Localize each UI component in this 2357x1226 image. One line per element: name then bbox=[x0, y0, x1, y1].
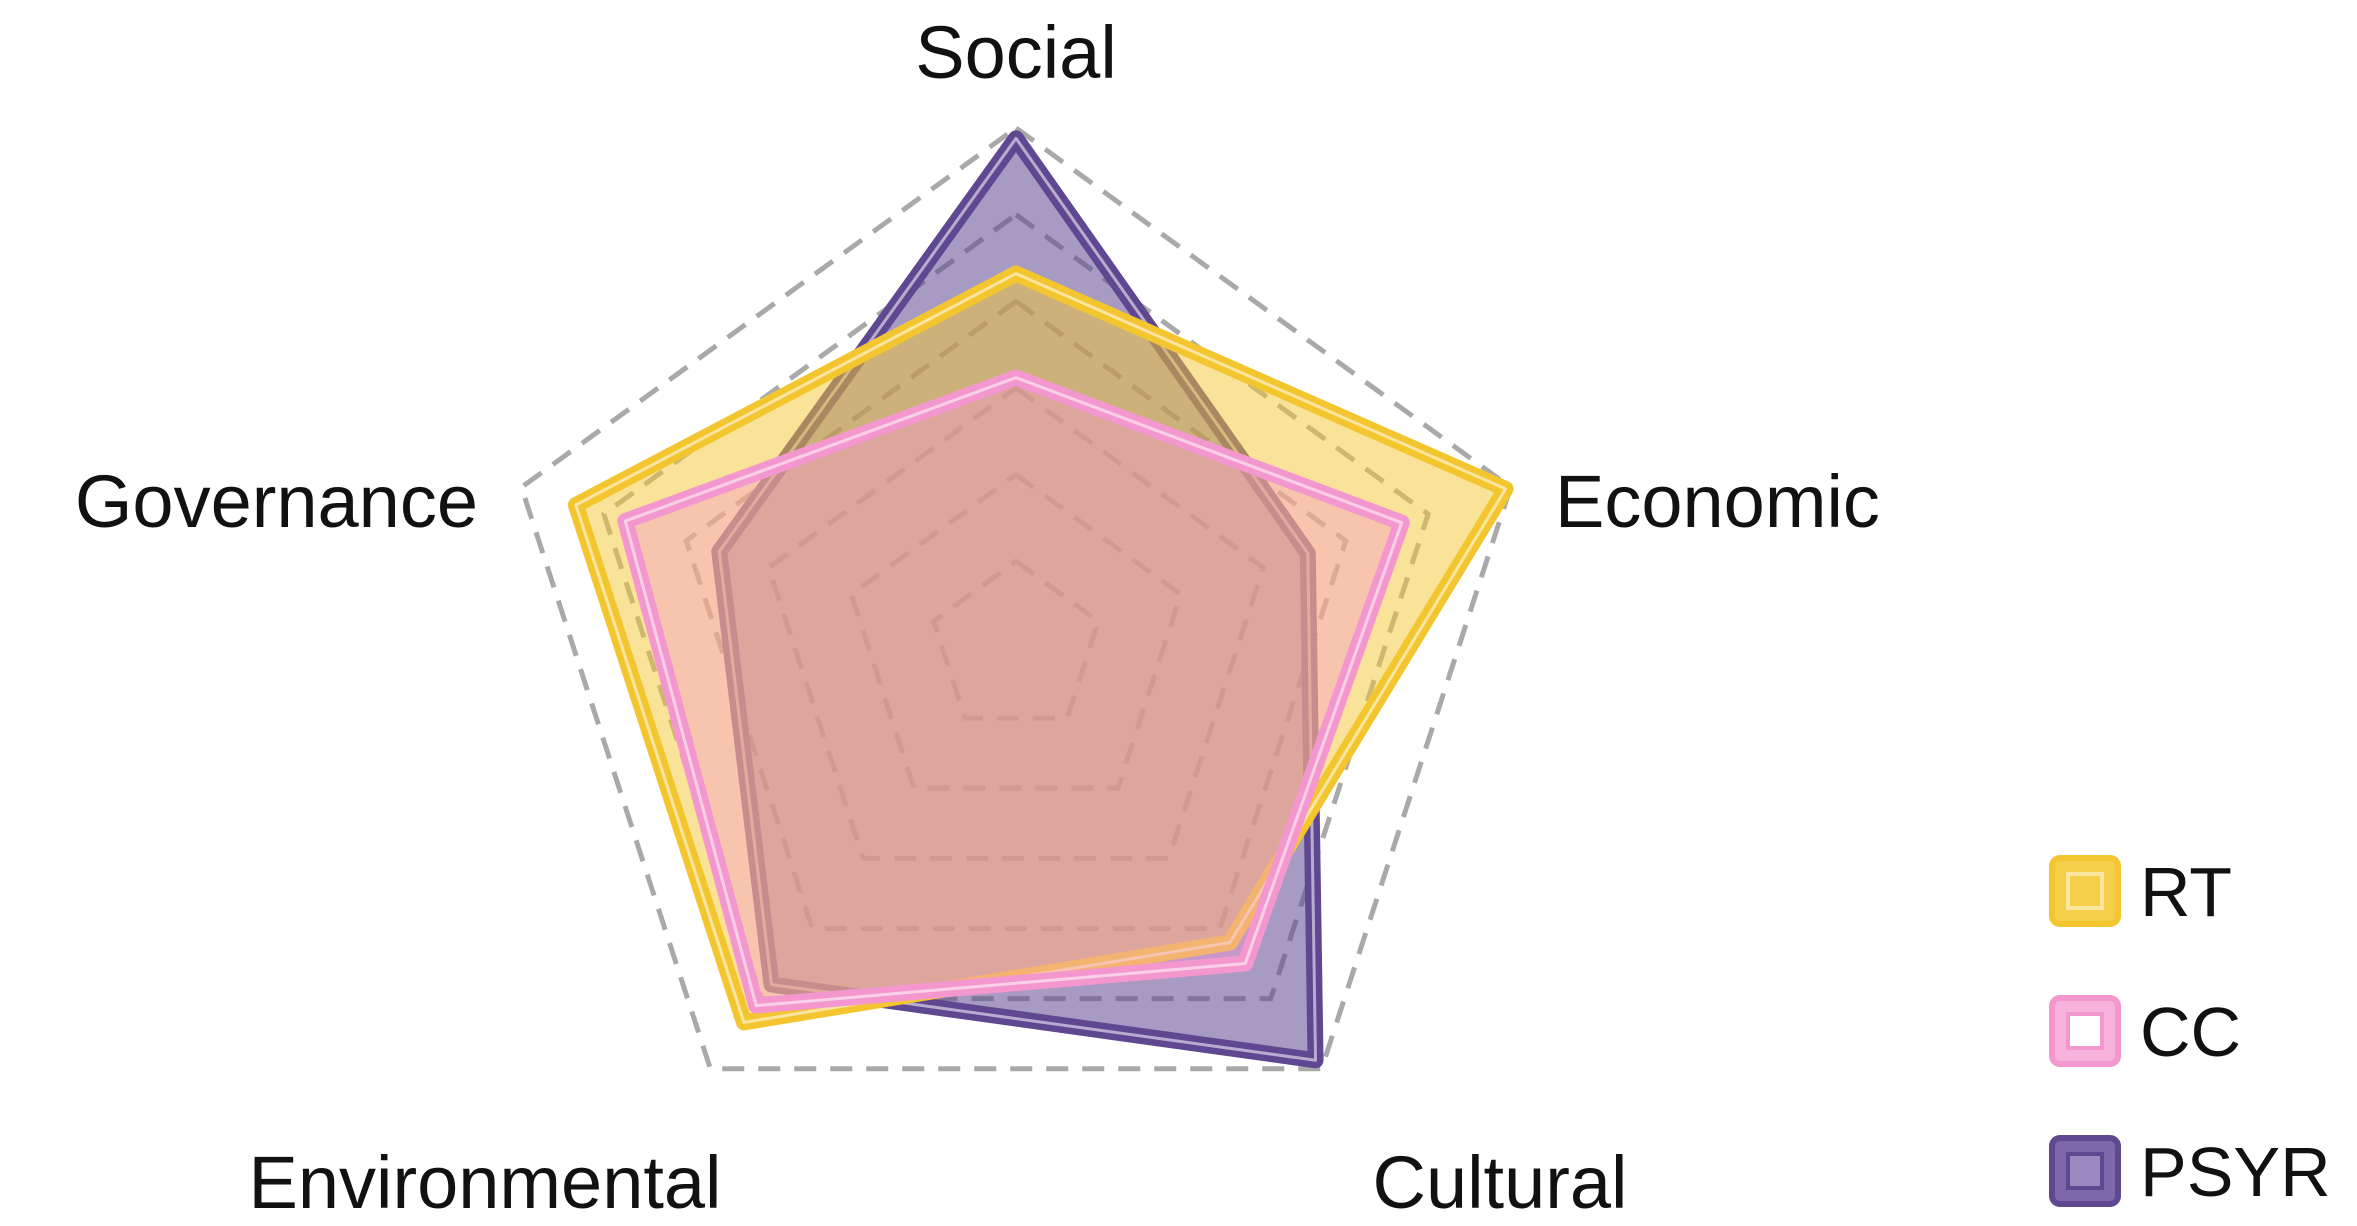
legend-label-cc: CC bbox=[2140, 993, 2241, 1071]
legend-swatch-cc-inner bbox=[2066, 1012, 2104, 1050]
series-cc-inner-line bbox=[623, 376, 1404, 1008]
legend: RT CC PSYR bbox=[2049, 853, 2331, 1211]
legend-swatch-rt-inner bbox=[2066, 872, 2104, 910]
axis-label-cultural: Cultural bbox=[1373, 1141, 1628, 1224]
radar-series bbox=[567, 130, 1514, 1069]
axis-label-economic: Economic bbox=[1555, 460, 1880, 543]
legend-item-rt: RT bbox=[2049, 853, 2232, 931]
legend-item-cc: CC bbox=[2049, 993, 2241, 1071]
legend-label-psyr: PSYR bbox=[2140, 1133, 2331, 1211]
axis-label-environmental: Environmental bbox=[248, 1141, 721, 1224]
axis-label-social: Social bbox=[915, 11, 1117, 94]
grid-ring-6 bbox=[518, 124, 1514, 1072]
legend-swatch-psyr-inner bbox=[2066, 1152, 2104, 1190]
legend-label-rt: RT bbox=[2140, 853, 2232, 931]
legend-swatch-rt bbox=[2049, 855, 2121, 927]
axis-label-governance: Governance bbox=[75, 460, 478, 543]
legend-item-psyr: PSYR bbox=[2049, 1133, 2331, 1211]
